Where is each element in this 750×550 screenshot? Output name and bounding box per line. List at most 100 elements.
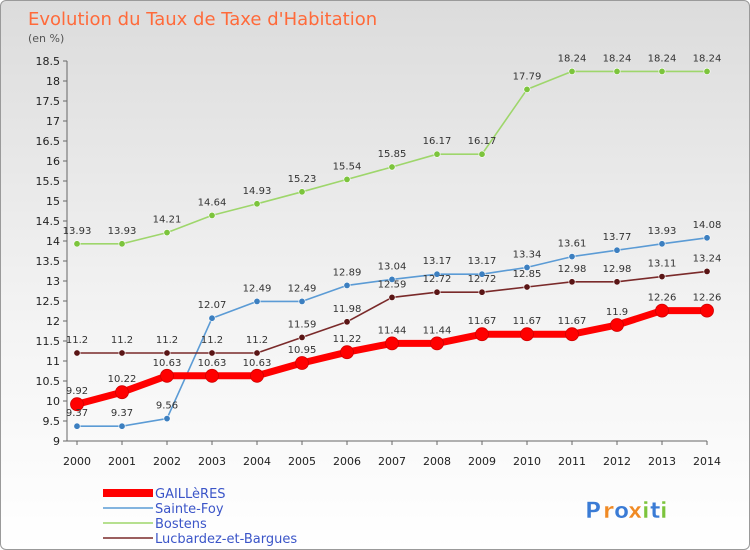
legend-label-sainte-foy: Sainte-Foy <box>155 502 224 517</box>
data-label-sainte-foy: 13.77 <box>603 232 632 243</box>
data-point-sainte-foy <box>343 281 351 289</box>
data-point-bostens <box>613 67 621 75</box>
data-point-lucbardez-et-bargues <box>298 333 306 341</box>
data-point-lucbardez-et-bargues <box>478 288 486 296</box>
data-label-bostens: 18.24 <box>693 53 722 64</box>
y-axis: 9 9.5 10 10.5 11 11.5 12 12.5 13 13.5 14 14.5 15 15.5… <box>36 55 67 448</box>
data-label-lucbardez-et-bargues: 11.2 <box>201 335 223 346</box>
data-point-sainte-foy <box>163 415 171 423</box>
data-label-gaill-res: 11.22 <box>333 334 362 345</box>
data-label-lucbardez-et-bargues: 13.11 <box>648 259 677 270</box>
data-point-bostens <box>73 240 81 248</box>
data-point-gaill-res <box>430 336 444 351</box>
x-tick-label: 2009 <box>468 455 496 468</box>
data-label-bostens: 17.79 <box>513 71 542 82</box>
data-label-gaill-res: 11.9 <box>606 307 628 318</box>
y-tick-label: 9 <box>53 435 60 448</box>
data-point-sainte-foy <box>613 246 621 254</box>
data-label-sainte-foy: 13.04 <box>378 261 407 272</box>
data-label-bostens: 14.64 <box>198 197 227 208</box>
data-label-sainte-foy: 13.34 <box>513 249 542 260</box>
data-label-bostens: 18.24 <box>648 53 677 64</box>
logo-letter: r <box>603 499 614 524</box>
data-point-gaill-res <box>115 385 129 400</box>
data-label-lucbardez-et-bargues: 11.2 <box>111 335 133 346</box>
data-point-gaill-res <box>385 336 399 351</box>
data-label-bostens: 15.54 <box>333 161 362 172</box>
data-label-gaill-res: 10.63 <box>198 358 227 369</box>
data-point-bostens <box>478 150 486 158</box>
legend-label-lucbardez-et-bargues: Lucbardez-et-Bargues <box>155 532 297 547</box>
data-point-sainte-foy <box>523 263 531 271</box>
data-point-gaill-res <box>475 327 489 342</box>
data-label-gaill-res: 11.67 <box>468 316 497 327</box>
data-label-gaill-res: 11.67 <box>513 316 542 327</box>
data-label-gaill-res: 12.26 <box>693 293 722 304</box>
y-tick-label: 16.5 <box>36 135 61 148</box>
legend-label-bostens: Bostens <box>155 517 207 532</box>
y-tick-label: 13 <box>46 275 60 288</box>
x-tick-label: 2001 <box>108 455 136 468</box>
data-label-lucbardez-et-bargues: 11.98 <box>333 304 362 315</box>
x-tick-label: 2012 <box>603 455 631 468</box>
data-label-gaill-res: 10.22 <box>108 374 137 385</box>
data-point-lucbardez-et-bargues <box>523 283 531 291</box>
x-tick-label: 2011 <box>558 455 586 468</box>
logo-letter: t <box>650 499 661 524</box>
x-tick-label: 2005 <box>288 455 316 468</box>
data-point-sainte-foy <box>253 297 261 305</box>
series-layer <box>70 67 714 430</box>
data-point-gaill-res <box>250 368 264 383</box>
x-tick-label: 2000 <box>63 455 91 468</box>
data-label-bostens: 15.23 <box>288 174 317 185</box>
chart-subtitle: (en %) <box>28 32 64 45</box>
data-point-sainte-foy <box>568 253 576 261</box>
data-label-sainte-foy: 13.61 <box>558 239 587 250</box>
data-label-gaill-res: 10.95 <box>288 345 317 356</box>
data-label-sainte-foy: 14.08 <box>693 220 722 231</box>
x-tick-label: 2004 <box>243 455 271 468</box>
data-point-bostens <box>568 67 576 75</box>
data-point-gaill-res <box>340 345 354 360</box>
data-point-lucbardez-et-bargues <box>568 278 576 286</box>
data-point-sainte-foy <box>388 275 396 283</box>
data-point-lucbardez-et-bargues <box>253 349 261 357</box>
logo-letter: o <box>614 499 629 524</box>
x-tick-label: 2008 <box>423 455 451 468</box>
data-label-lucbardez-et-bargues: 12.85 <box>513 269 542 280</box>
data-label-lucbardez-et-bargues: 12.72 <box>423 274 452 285</box>
data-label-lucbardez-et-bargues: 12.98 <box>603 264 632 275</box>
y-tick-label: 14.5 <box>36 215 61 228</box>
data-label-lucbardez-et-bargues: 12.59 <box>378 279 407 290</box>
data-label-lucbardez-et-bargues: 11.2 <box>246 335 268 346</box>
x-tick-label: 2010 <box>513 455 541 468</box>
data-point-bostens <box>343 175 351 183</box>
data-label-bostens: 16.17 <box>423 136 452 147</box>
data-point-gaill-res <box>205 368 219 383</box>
y-tick-label: 14 <box>46 235 60 248</box>
data-labels: 13.93 13.93 14.21 14.64 14.93 15.23 15.54 15.85… <box>63 53 722 419</box>
y-tick-label: 13.5 <box>36 255 61 268</box>
data-label-lucbardez-et-bargues: 12.98 <box>558 264 587 275</box>
data-point-gaill-res <box>655 303 669 318</box>
data-point-gaill-res <box>700 303 714 318</box>
data-point-bostens <box>523 85 531 93</box>
data-label-bostens: 14.21 <box>153 215 182 226</box>
data-point-sainte-foy <box>298 297 306 305</box>
logo-letter: i <box>660 499 668 524</box>
y-tick-label: 11 <box>46 355 60 368</box>
data-point-sainte-foy <box>433 270 441 278</box>
data-label-sainte-foy: 12.89 <box>333 267 362 278</box>
data-label-lucbardez-et-bargues: 11.2 <box>66 335 88 346</box>
legend: GAILLèRESSainte-FoyBostensLucbardez-et-B… <box>103 487 297 547</box>
data-label-sainte-foy: 12.49 <box>243 283 272 294</box>
data-label-bostens: 13.93 <box>63 226 92 237</box>
data-label-gaill-res: 10.63 <box>243 358 272 369</box>
logo-letter: i <box>642 499 650 524</box>
data-label-bostens: 16.17 <box>468 136 497 147</box>
y-tick-label: 18.5 <box>36 55 61 68</box>
x-tick-label: 2002 <box>153 455 181 468</box>
y-tick-label: 10.5 <box>36 375 61 388</box>
